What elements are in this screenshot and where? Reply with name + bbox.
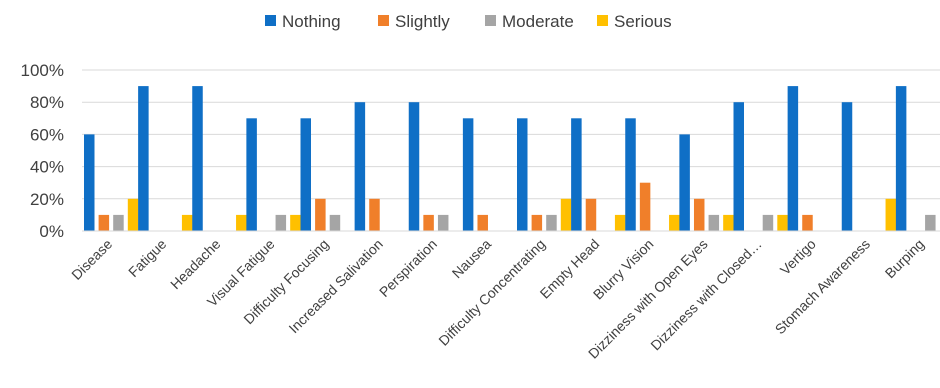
x-tick-label: Difficulty Concentrating <box>435 236 548 349</box>
bars <box>84 86 936 231</box>
bar-nothing <box>679 134 690 231</box>
y-axis: 0% 20% 40% 60% 80% 100% <box>21 61 64 241</box>
bar-serious <box>723 214 734 231</box>
x-tick-label: Increased Salivation <box>285 236 385 336</box>
bar-slightly <box>585 198 597 231</box>
bar-slightly <box>639 182 651 231</box>
bar-moderate <box>925 214 936 231</box>
legend-swatch-slightly <box>378 15 389 26</box>
y-tick-label: 80% <box>30 93 64 112</box>
bar-nothing <box>787 86 799 231</box>
bar-nothing <box>84 134 95 231</box>
bar-moderate <box>546 214 557 231</box>
bar-nothing <box>625 118 636 231</box>
bar-moderate <box>275 214 287 231</box>
bar-moderate <box>113 214 124 231</box>
legend-label-slightly: Slightly <box>395 12 450 31</box>
x-tick-label: Stomach Awareness <box>772 236 873 337</box>
y-tick-label: 60% <box>30 125 64 144</box>
bar-moderate <box>762 214 774 231</box>
legend-swatch-serious <box>597 15 608 26</box>
bar-slightly <box>98 214 110 231</box>
bar-moderate <box>329 214 341 231</box>
bar-serious <box>777 214 788 231</box>
bar-nothing <box>841 102 853 231</box>
bar-serious <box>885 198 897 231</box>
y-tick-label: 100% <box>21 61 64 80</box>
bar-nothing <box>192 86 203 231</box>
bar-slightly <box>315 198 326 231</box>
bar-serious <box>290 214 301 231</box>
x-tick-label: Fatigue <box>125 236 169 280</box>
bar-serious <box>236 214 247 231</box>
bar-nothing <box>895 86 907 231</box>
bar-nothing <box>246 118 257 231</box>
bar-slightly <box>531 214 543 231</box>
legend: Nothing Slightly Moderate Serious <box>265 12 672 31</box>
gridlines <box>82 69 940 200</box>
bar-serious <box>127 198 139 231</box>
x-tick-label: Dizziness with Closed… <box>647 236 765 354</box>
x-tick-label: Disease <box>68 236 115 283</box>
x-tick-label: Perspiration <box>376 236 440 300</box>
bar-nothing <box>517 118 528 231</box>
bar-serious <box>614 214 626 231</box>
bar-slightly <box>693 198 705 231</box>
bar-nothing <box>462 118 474 231</box>
x-tick-label: Burping <box>882 236 927 281</box>
y-tick-label: 0% <box>39 222 64 241</box>
bar-nothing <box>138 86 149 231</box>
x-tick-label: Nausea <box>449 236 495 282</box>
bar-serious <box>669 214 680 231</box>
y-tick-label: 40% <box>30 158 64 177</box>
bar-nothing <box>571 118 582 231</box>
bar-nothing <box>300 118 311 231</box>
bar-slightly <box>802 214 813 231</box>
bar-nothing <box>733 102 744 231</box>
x-tick-label: Headache <box>167 236 224 293</box>
legend-swatch-moderate <box>485 15 496 26</box>
bar-moderate <box>708 214 720 231</box>
bar-slightly <box>369 198 380 231</box>
y-tick-label: 20% <box>30 190 64 209</box>
legend-label-serious: Serious <box>614 12 672 31</box>
legend-swatch-nothing <box>265 15 276 26</box>
bar-nothing <box>354 102 366 231</box>
x-tick-label: Vertigo <box>777 236 819 278</box>
bar-slightly <box>423 214 434 231</box>
bar-nothing <box>408 102 420 231</box>
bar-slightly <box>477 214 488 231</box>
bar-serious <box>181 214 193 231</box>
legend-label-moderate: Moderate <box>502 12 574 31</box>
bar-serious <box>560 198 572 231</box>
legend-label-nothing: Nothing <box>282 12 341 31</box>
bar-moderate <box>437 214 449 231</box>
